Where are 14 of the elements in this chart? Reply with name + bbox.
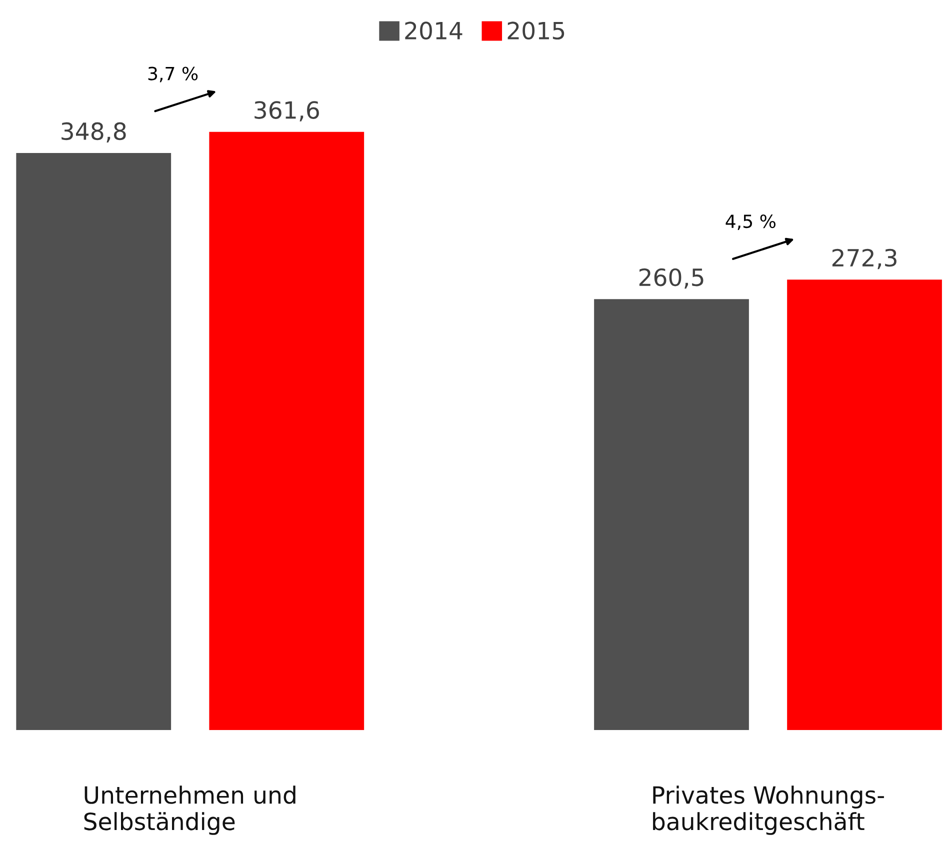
x-tick-label: Privates Wohnungs- baukreditgeschäft (653, 786, 884, 835)
legend-label: 2015 (508, 22, 564, 40)
data-label: 348,8 (62, 122, 126, 143)
bar (594, 299, 749, 730)
bar (209, 132, 364, 730)
legend-label: 2014 (405, 22, 462, 40)
annotation: 4,5 % (726, 214, 776, 230)
bar (16, 153, 172, 730)
data-label: 260,5 (639, 268, 704, 289)
bar (787, 280, 942, 730)
x-tick-label: Unternehmen und Selbständige (84, 786, 296, 835)
text: 3,7 % (148, 66, 198, 82)
data-label: 361,6 (254, 101, 319, 122)
data-label: 272,3 (832, 248, 896, 270)
